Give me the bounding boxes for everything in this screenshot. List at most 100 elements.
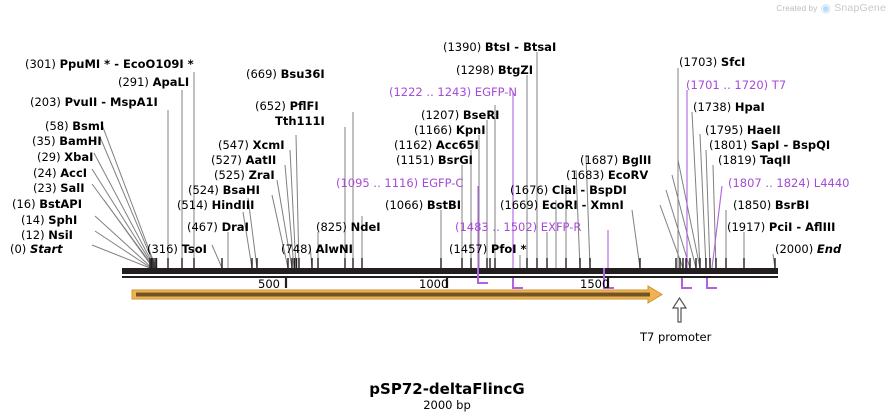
site-position: (14) xyxy=(21,213,45,227)
site-name: HaeII xyxy=(746,123,781,137)
feature-label[interactable]: (1222 .. 1243) EGFP-N xyxy=(389,86,517,98)
site-position: (291) xyxy=(118,75,149,89)
site-position: (1298) xyxy=(456,63,495,77)
feature-label[interactable]: (1701 .. 1720) T7 xyxy=(686,79,786,91)
restriction-site-label[interactable]: (1819) TaqII xyxy=(718,154,791,166)
restriction-site-label[interactable]: (14) SphI xyxy=(21,214,77,226)
site-position: (1151) xyxy=(396,153,435,167)
restriction-site-label[interactable]: (1298) BtgZI xyxy=(456,64,533,76)
restriction-site-label[interactable]: (316) TsoI xyxy=(147,243,207,255)
restriction-site-label[interactable]: (203) PvuII - MspA1I xyxy=(30,96,158,108)
site-name: XcmI xyxy=(252,138,285,152)
restriction-site-label[interactable]: Tth111I xyxy=(275,115,325,127)
site-alt-name: EcoO109I * xyxy=(122,57,194,71)
site-name: SapI xyxy=(750,138,780,152)
restriction-site-label[interactable]: (1066) BstBI xyxy=(385,199,461,211)
restriction-site-label[interactable]: (29) XbaI xyxy=(37,151,93,163)
ruler-tick-label: 500 xyxy=(258,277,280,291)
restriction-site-label[interactable]: (1151) BsrGI xyxy=(396,154,473,166)
site-position: (316) xyxy=(147,242,178,256)
site-position: (1687) xyxy=(580,153,619,167)
restriction-site-label[interactable]: (1795) HaeII xyxy=(705,124,781,136)
site-position: (1807 .. 1824) xyxy=(728,176,811,190)
restriction-site-label[interactable]: (1676) ClaI - BspDI xyxy=(510,184,627,196)
restriction-site-label[interactable]: (1207) BseRI xyxy=(421,109,499,121)
feature-leader-lines-group xyxy=(477,90,723,269)
restriction-site-label[interactable]: (35) BamHI xyxy=(32,135,102,147)
feature-label[interactable]: (1807 .. 1824) L4440 xyxy=(728,177,849,189)
restriction-site-label[interactable]: (58) BsmI xyxy=(45,120,104,132)
orf-arrow[interactable] xyxy=(131,285,663,304)
backbone-underline xyxy=(122,276,778,278)
site-separator: - xyxy=(576,183,590,197)
restriction-site-label[interactable]: (1457) PfoI * xyxy=(449,243,527,255)
restriction-site-label[interactable]: (24) AccI xyxy=(33,167,87,179)
site-name: BtgZI xyxy=(497,63,534,77)
site-position: (525) xyxy=(214,168,245,182)
site-separator: - xyxy=(510,40,524,54)
site-position: (825) xyxy=(316,220,347,234)
feature-label[interactable]: (1483 .. 1502) EXFP-R xyxy=(455,221,581,233)
plasmid-length: 2000 bp xyxy=(423,398,471,412)
feature-label[interactable]: (1095 .. 1116) EGFP-C xyxy=(336,177,463,189)
restriction-site-label[interactable]: (547) XcmI xyxy=(218,139,285,151)
restriction-site-label[interactable]: (1390) BtsI - BtsaI xyxy=(443,41,556,53)
site-position: (1795) xyxy=(705,123,744,137)
restriction-site-label[interactable]: (748) AlwNI xyxy=(281,243,353,255)
restriction-site-label[interactable]: (1166) KpnI xyxy=(414,124,486,136)
restriction-site-label[interactable]: (1703) SfcI xyxy=(679,56,745,68)
restriction-site-label[interactable]: (514) HindIII xyxy=(177,199,254,211)
site-position: (1801) xyxy=(709,138,748,152)
site-name: PflFI xyxy=(289,99,319,113)
restriction-site-label[interactable]: (527) AatII xyxy=(211,154,276,166)
site-name: AlwNI xyxy=(315,242,353,256)
feature-brackets-group xyxy=(477,268,717,289)
restriction-site-label[interactable]: (16) BstAPI xyxy=(12,198,82,210)
restriction-site-label[interactable]: (1850) BsrBI xyxy=(733,199,809,211)
t7-promoter-arrow-icon[interactable] xyxy=(671,296,688,323)
restriction-site-label[interactable]: (669) Bsu36I xyxy=(246,68,325,80)
restriction-site-label[interactable]: (1917) PciI - AflIII xyxy=(727,221,835,233)
site-name: ApaLI xyxy=(152,75,190,89)
snapgene-watermark: Created by ◉ SnapGene xyxy=(776,2,886,14)
watermark-created-by: Created by xyxy=(776,3,818,13)
restriction-site-label[interactable]: (1738) HpaI xyxy=(693,101,765,113)
backbone-group xyxy=(122,268,778,278)
site-separator: - xyxy=(779,138,793,152)
restriction-site-label[interactable]: (2000) End xyxy=(775,243,841,255)
restriction-site-label[interactable]: (524) BsaHI xyxy=(188,184,260,196)
restriction-site-label[interactable]: (0) Start xyxy=(10,243,63,255)
site-name: SfcI xyxy=(720,55,746,69)
restriction-site-label[interactable]: (525) ZraI xyxy=(214,169,275,181)
site-position: (1207) xyxy=(421,108,460,122)
site-position: (35) xyxy=(32,134,56,148)
restriction-site-label[interactable]: (467) DraI xyxy=(187,221,249,233)
site-position: (1676) xyxy=(510,183,549,197)
site-name: End xyxy=(816,242,842,256)
restriction-site-label[interactable]: (1669) EcoRI - XmnI xyxy=(500,199,624,211)
restriction-site-label[interactable]: (23) SalI xyxy=(33,182,85,194)
restriction-site-label[interactable]: (652) PflFI xyxy=(255,100,319,112)
site-position: (1683) xyxy=(566,168,605,182)
restriction-site-label[interactable]: (291) ApaLI xyxy=(118,76,189,88)
site-alt-name: XmnI xyxy=(590,198,624,212)
restriction-site-label[interactable]: (301) PpuMI * - EcoO109I * xyxy=(25,58,194,70)
site-position: (467) xyxy=(187,220,218,234)
site-name: ClaI xyxy=(551,183,577,197)
site-name: EGFP-C xyxy=(421,176,464,190)
restriction-site-label[interactable]: (1683) EcoRV xyxy=(566,169,648,181)
site-name: EGFP-N xyxy=(474,85,518,99)
site-position: (1162) xyxy=(394,138,433,152)
site-position: (1819) xyxy=(718,153,757,167)
site-name: Bsu36I xyxy=(280,67,325,81)
restriction-site-label[interactable]: (1687) BglII xyxy=(580,154,651,166)
site-alt-name: BtsaI xyxy=(523,40,557,54)
restriction-site-label[interactable]: (825) NdeI xyxy=(316,221,381,233)
restriction-site-label[interactable]: (1801) SapI - BspQI xyxy=(709,139,830,151)
restriction-site-label[interactable]: (1162) Acc65I xyxy=(394,139,479,151)
site-position: (12) xyxy=(21,228,45,242)
site-position: (16) xyxy=(12,197,36,211)
site-separator: - xyxy=(97,95,111,109)
restriction-site-label[interactable]: (12) NsiI xyxy=(21,229,73,241)
